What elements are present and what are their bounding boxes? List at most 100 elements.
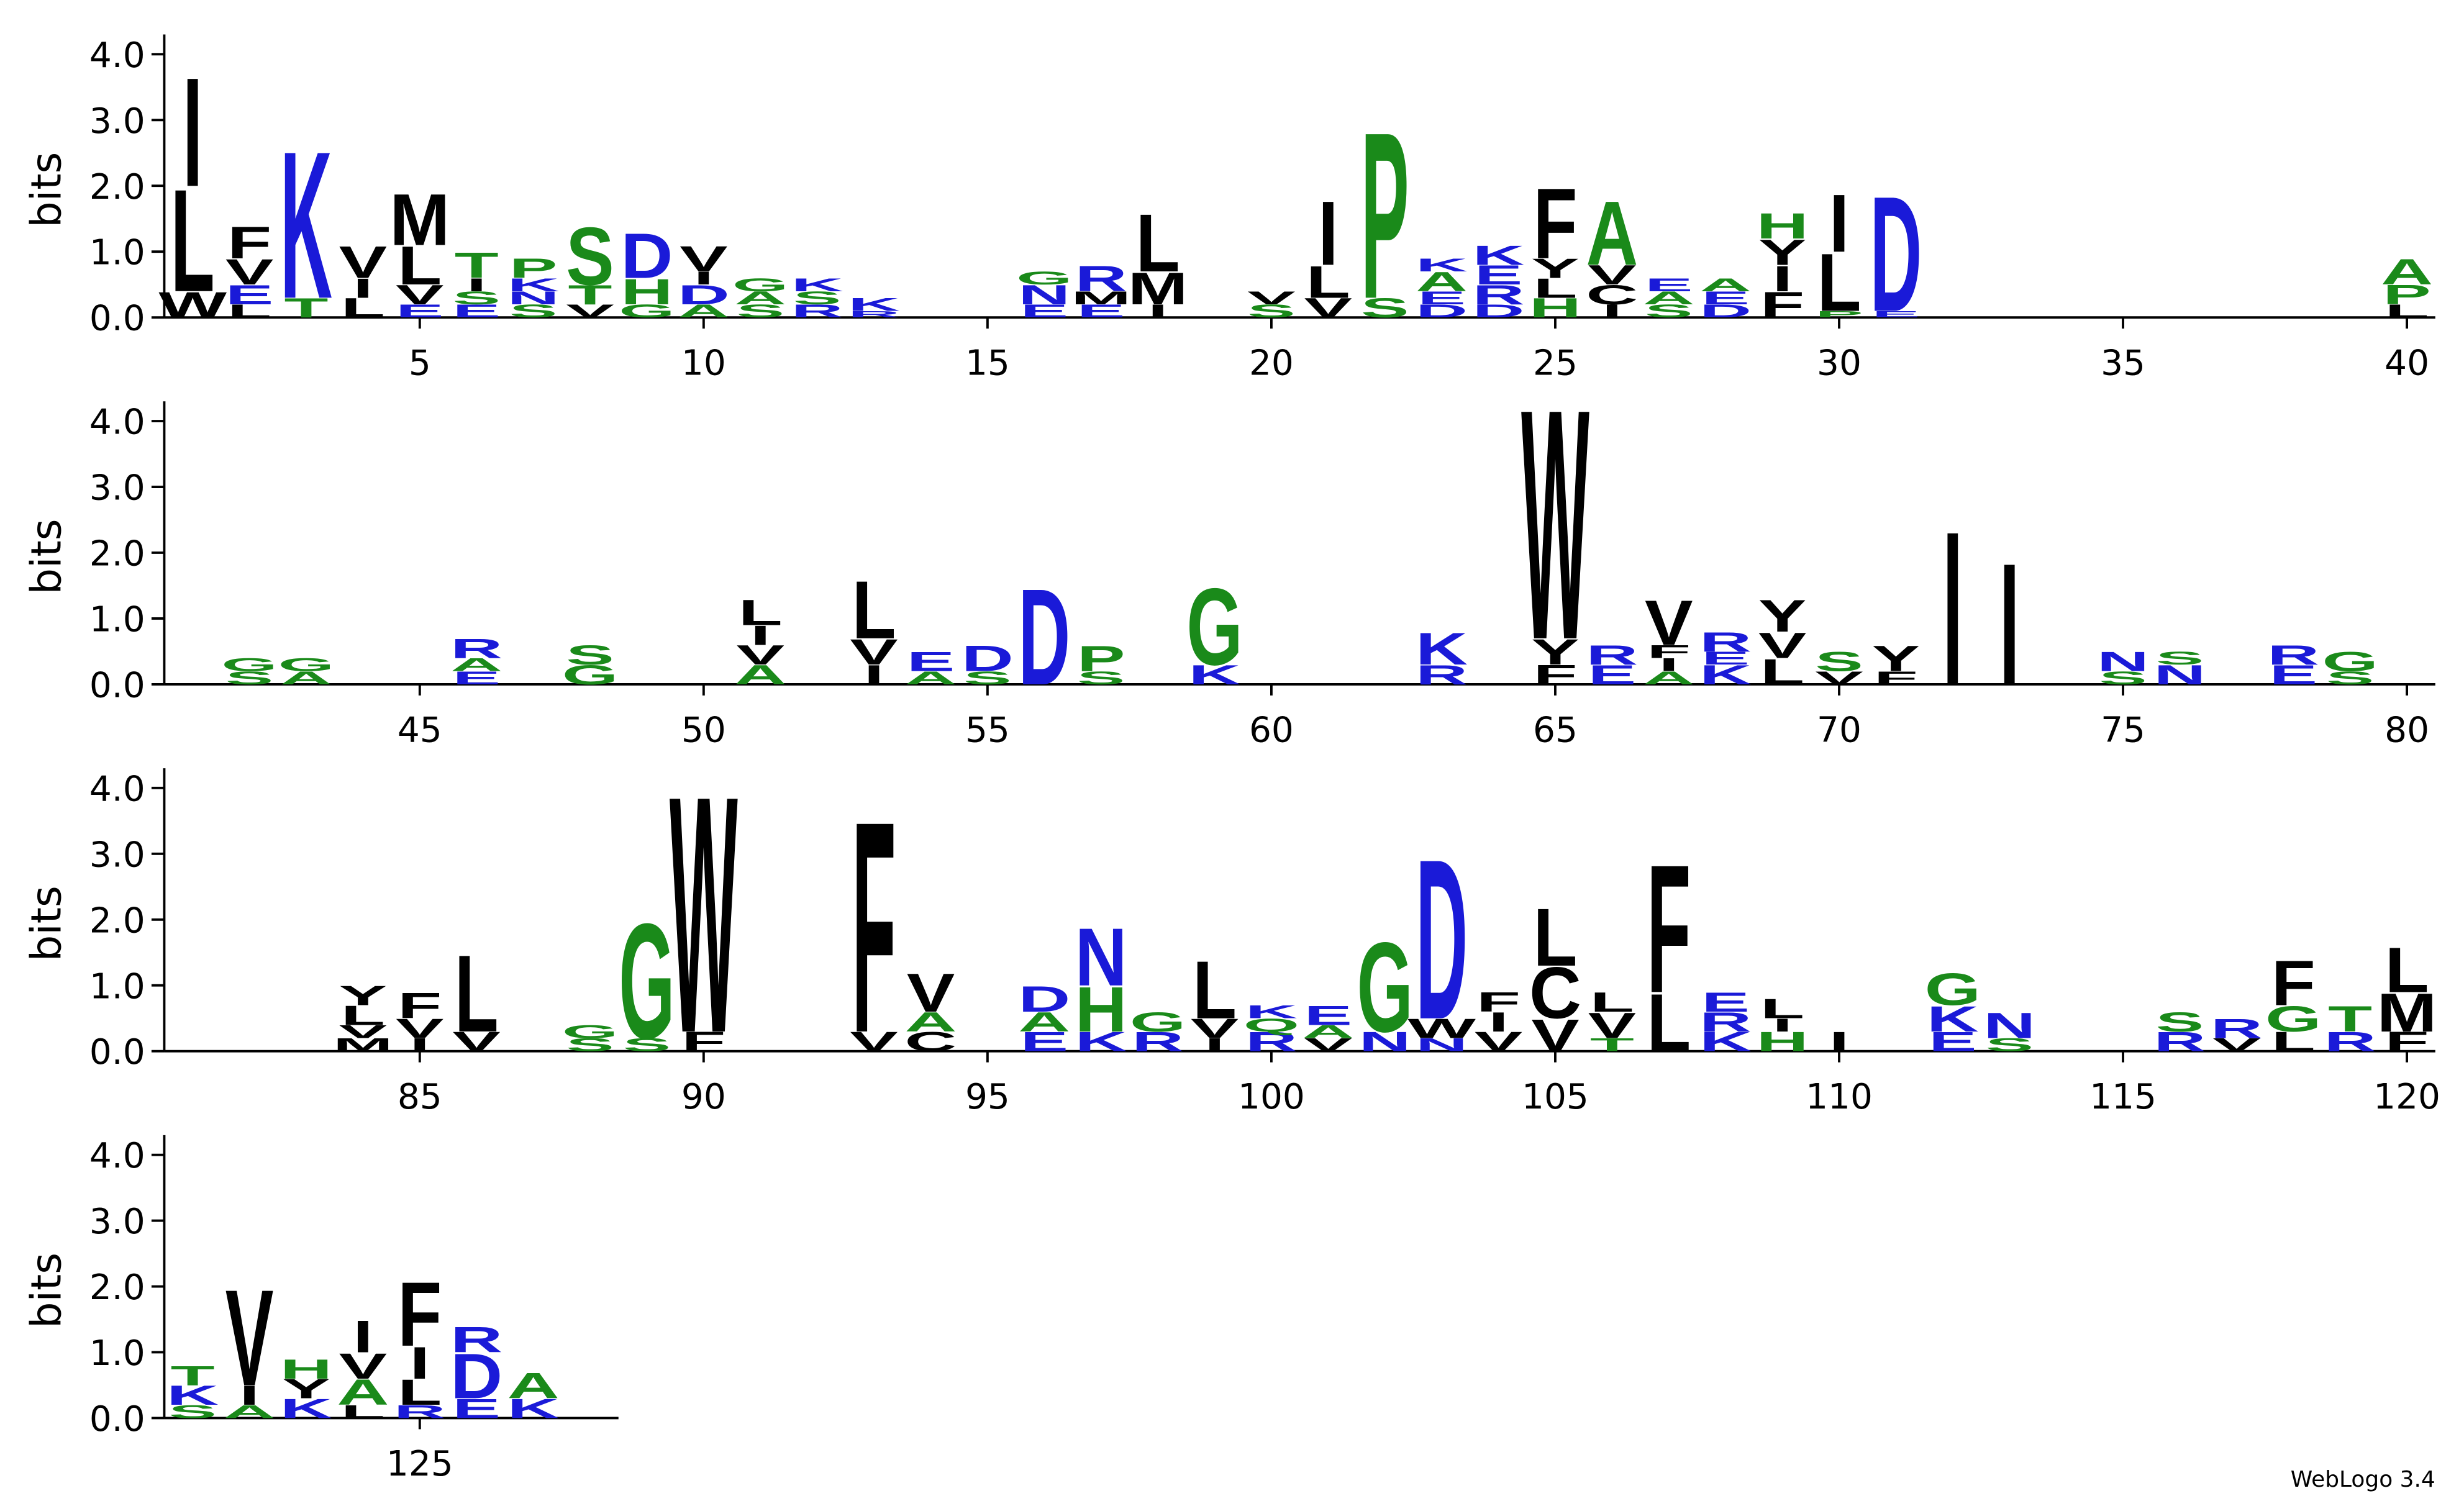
y-tick-label: 2.0	[89, 900, 145, 941]
logo-letter: V	[850, 1027, 898, 1058]
logo-letter: R	[450, 633, 502, 664]
logo-letter: K	[791, 274, 843, 295]
logo-letter: G	[1016, 268, 1072, 288]
footer: WebLogo 3.4	[2291, 1467, 2435, 1492]
logo-letter: H	[1757, 206, 1809, 247]
logo-letter: I	[466, 274, 486, 295]
logo-letter: Y	[1531, 253, 1580, 284]
logo-letter: S	[225, 668, 274, 688]
logo-letter: K	[1416, 624, 1468, 674]
logo-letter: E	[452, 668, 501, 688]
logo-letter: V	[1588, 1005, 1637, 1046]
logo-letter: F	[398, 986, 442, 1027]
logo-letter: L	[1590, 987, 1634, 1018]
logo-letter: R	[1699, 1007, 1752, 1038]
logo-letter: K	[1927, 999, 1979, 1040]
y-tick-label: 0.0	[89, 1032, 145, 1072]
logo-letter: T	[171, 1360, 215, 1391]
y-tick-label: 2.0	[89, 167, 145, 207]
x-tick-label: 105	[1522, 1077, 1589, 1117]
logo-letter: D	[1018, 561, 1070, 714]
logo-letter: K	[1699, 1027, 1752, 1058]
logo-letter: A	[734, 660, 786, 691]
logo-letter: K	[507, 1393, 560, 1424]
y-tick-label: 1.0	[89, 1333, 145, 1374]
logo-letter: A	[734, 288, 786, 308]
logo-letter: V	[736, 640, 784, 671]
logo-letter: R	[791, 301, 843, 321]
logo-letter: S	[452, 288, 501, 308]
logo-letter: I	[1602, 301, 1622, 321]
logo-letter: A	[2381, 252, 2433, 292]
y-tick-label: 4.0	[89, 35, 145, 76]
logo-letter: W	[1407, 1013, 1476, 1044]
logo-letter: K	[1699, 660, 1752, 691]
logo-letter: V	[907, 963, 955, 1023]
logo-letter: M	[1128, 263, 1188, 314]
logo-letter: S	[736, 301, 784, 321]
logo-letter: S	[566, 640, 614, 671]
logo-letter: A	[904, 1007, 957, 1038]
logo-letter: V	[1815, 668, 1863, 688]
logo-letter: F	[1476, 987, 1521, 1018]
logo-letter: D	[678, 279, 730, 311]
logo-letter: E	[2269, 660, 2317, 691]
logo-letter: E	[1077, 301, 1125, 321]
logo-letter: G	[562, 660, 618, 691]
logo-letter: V	[1304, 1035, 1353, 1055]
logo-letter: N	[1075, 912, 1127, 1004]
logo-letter: E	[1021, 1027, 1069, 1058]
logo-letter: I	[353, 273, 373, 304]
logo-letter: H	[1757, 1027, 1809, 1058]
logo-letter: H	[1529, 292, 1581, 324]
logo-letter: A	[1643, 288, 1695, 308]
logo-letter: D	[1870, 163, 1922, 346]
logo-letter: P	[1077, 638, 1125, 679]
x-tick-label: 110	[1806, 1077, 1873, 1117]
logo-letter: D	[1699, 301, 1752, 321]
y-axis-label: bits	[22, 1253, 71, 1328]
logo-letter: K	[1075, 1027, 1127, 1058]
logo-letter: S	[509, 301, 558, 321]
logo-letter: I	[750, 620, 770, 651]
logo-letter: K	[1473, 240, 1525, 271]
logo-letter: I	[1999, 528, 2019, 722]
logo-letter: L	[1306, 256, 1350, 307]
logo-letter: T	[568, 279, 612, 311]
y-tick-label: 4.0	[89, 1136, 145, 1176]
logo-letter: E	[1588, 660, 1637, 691]
logo-letter: E	[1304, 1000, 1353, 1031]
logo-letter: R	[848, 309, 900, 320]
logo-letter: L	[398, 1372, 442, 1413]
logo-letter: R	[2267, 640, 2319, 671]
logo-letter: F	[1647, 827, 1691, 1032]
x-tick-label: 60	[1249, 710, 1294, 750]
logo-letter: E	[1929, 1027, 1977, 1058]
logo-letter: A	[1643, 668, 1695, 688]
logo-letter: H	[280, 1354, 332, 1385]
logo-letter: V	[850, 632, 898, 673]
logo-letter: N	[2153, 660, 2206, 691]
logo-letter: N	[1983, 1005, 2035, 1046]
logo-letter: K	[507, 274, 560, 295]
logo-letter: L	[341, 292, 385, 324]
x-tick-label: 70	[1817, 710, 1862, 750]
y-tick-label: 4.0	[89, 769, 145, 809]
logo-letter: Y	[1758, 591, 1807, 642]
logo-letter: L	[455, 932, 499, 1054]
logo-letter: F	[227, 217, 271, 268]
logo-letter: K	[280, 107, 332, 343]
logo-letter: W	[670, 727, 739, 1104]
logo-letter: S	[1985, 1035, 2034, 1055]
logo-letter: L	[2385, 935, 2429, 1005]
logo-letter: P	[2383, 279, 2431, 311]
logo-letter: L	[1533, 892, 1577, 984]
logo-letter: L	[171, 160, 215, 322]
logo-letter: K	[848, 294, 900, 315]
logo-letter: F	[2385, 1027, 2429, 1058]
logo-letter: N	[1359, 1027, 1411, 1058]
x-tick-label: 115	[2089, 1077, 2157, 1117]
logo-letter: G	[619, 890, 675, 1073]
logo-letter: L	[341, 1000, 385, 1031]
